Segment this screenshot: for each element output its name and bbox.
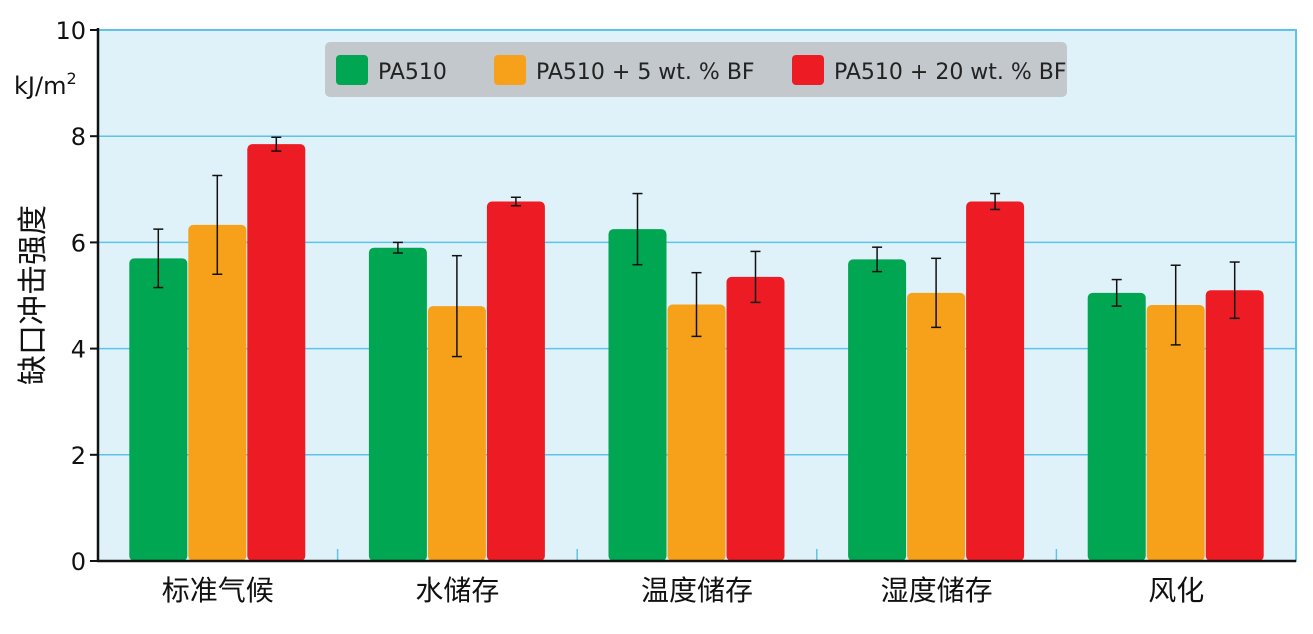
y-tick-label: 2 xyxy=(71,442,86,470)
y-unit-base: kJ/m xyxy=(14,72,66,100)
bar xyxy=(726,276,785,561)
bar xyxy=(247,144,306,562)
y-tick-label: 4 xyxy=(71,336,86,364)
bar xyxy=(1087,292,1146,561)
y-tick-label: 8 xyxy=(71,123,86,151)
axes xyxy=(90,28,1296,563)
legend-swatch xyxy=(792,55,824,85)
y-tick-label: 6 xyxy=(71,229,86,257)
bar xyxy=(848,259,907,561)
y-tick-labels: 0 2 4 6 8 10 xyxy=(55,17,86,576)
y-unit-label: kJ/m2 xyxy=(14,69,77,100)
y-axis-label: 缺口冲击强度 xyxy=(16,205,51,385)
x-category-label: 湿度储存 xyxy=(881,574,993,607)
bar xyxy=(188,224,247,561)
y-tick-label: 10 xyxy=(55,17,86,45)
x-category-labels: 标准气候 水储存 温度储存 湿度储存 风化 xyxy=(162,574,1204,607)
bar xyxy=(486,201,545,561)
x-category-label: 温度储存 xyxy=(641,574,753,607)
y-tick-label: 0 xyxy=(71,548,86,576)
bar xyxy=(1205,290,1264,561)
bar xyxy=(129,258,188,561)
legend: PA510 PA510 + 5 wt. % BF PA510 + 20 wt. % … xyxy=(325,42,1067,97)
bar xyxy=(608,229,667,561)
bar xyxy=(966,201,1025,561)
legend-label: PA510 + 20 wt. % BF xyxy=(834,60,1067,85)
error-bars xyxy=(153,136,1240,358)
bar xyxy=(907,292,966,561)
bar xyxy=(1146,305,1205,561)
bar xyxy=(368,247,427,561)
x-category-label: 标准气候 xyxy=(162,574,274,607)
bar xyxy=(427,306,486,561)
bar xyxy=(667,304,726,561)
bars xyxy=(129,144,1264,562)
legend-swatch xyxy=(336,55,368,85)
y-unit-superscript: 2 xyxy=(66,69,76,88)
x-category-label: 水储存 xyxy=(415,574,499,607)
x-category-label: 风化 xyxy=(1148,574,1204,607)
legend-swatch xyxy=(494,55,526,85)
legend-label: PA510 + 5 wt. % BF xyxy=(536,60,755,85)
legend-label: PA510 xyxy=(378,60,447,85)
